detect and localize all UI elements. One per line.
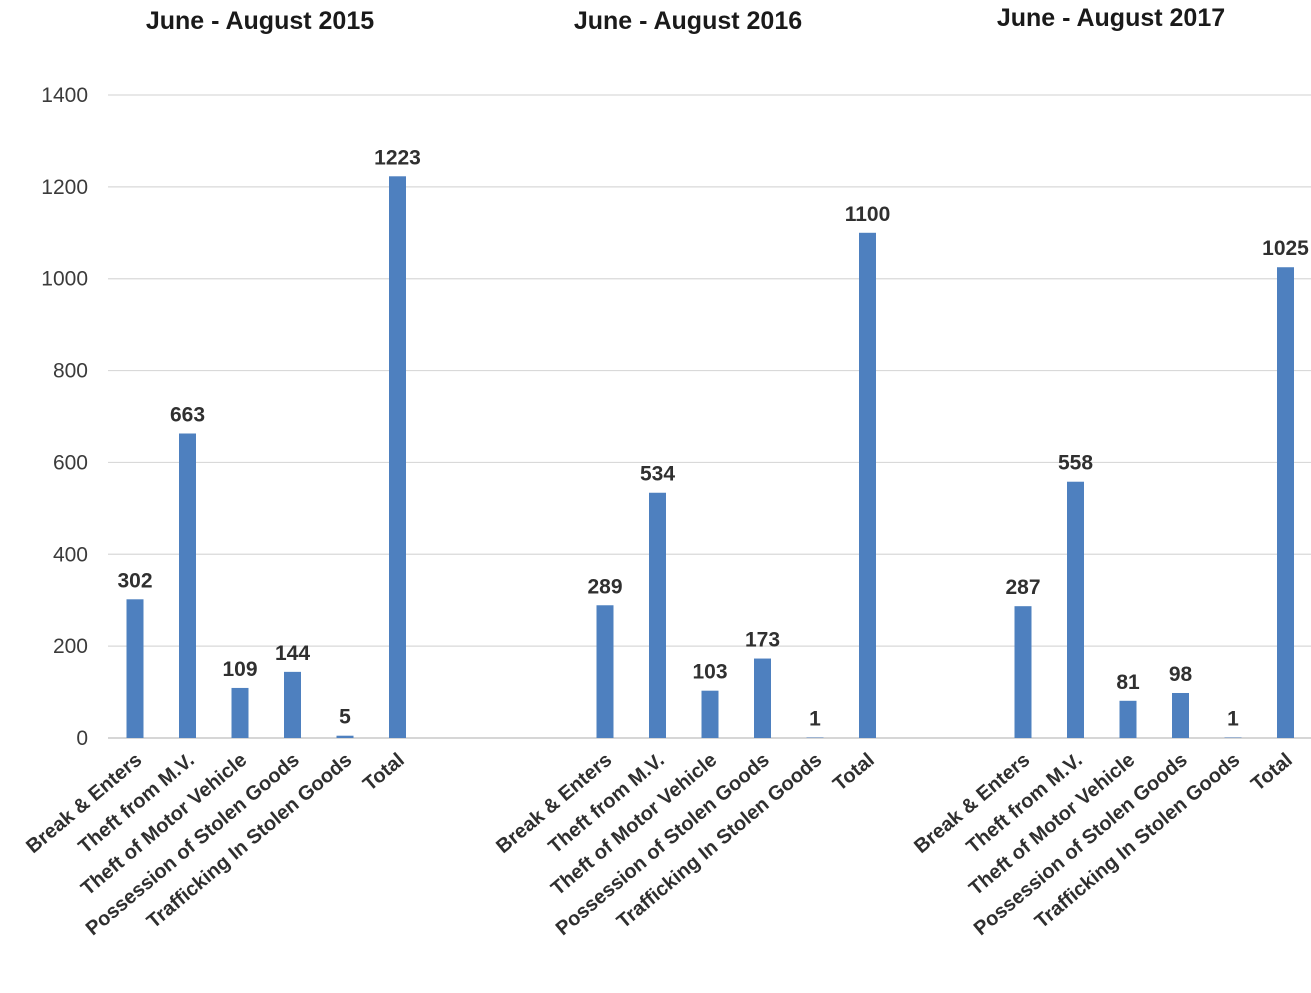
data-label: 1 [809,708,821,731]
bar [649,492,666,738]
gridlines [108,94,1311,739]
bar [336,735,354,738]
data-label: 1025 [1262,237,1309,260]
data-label: 109 [222,658,257,681]
bar [1172,692,1189,738]
bar [754,658,771,738]
bar [1119,700,1137,738]
y-tick-label: 800 [53,360,88,383]
bar [859,232,876,739]
category-label: Total [1247,749,1297,796]
bar [596,605,614,738]
bar [284,671,301,738]
data-label: 103 [692,661,727,684]
bar [701,690,719,738]
y-tick-label: 600 [53,451,88,474]
bar [126,599,144,738]
group-titles: June - August 2015 June - August 2016 June… [146,4,1225,35]
data-label: 663 [170,403,205,426]
y-tick-label: 1200 [41,176,88,199]
bar [1277,267,1294,738]
data-label: 287 [1005,576,1040,599]
y-tick-label: 400 [53,543,88,566]
data-label: 302 [117,569,152,592]
bar [1067,481,1084,738]
bars [126,176,1294,739]
data-label: 1100 [845,203,891,226]
data-labels: 302 663 109 144 5 1223 289 534 103 173 1 1100 287 558… [117,146,1309,730]
data-label: 5 [339,706,351,729]
data-label: 534 [640,463,675,486]
data-label: 1223 [374,146,421,169]
bar [1014,606,1032,738]
data-label: 144 [275,642,310,665]
group-title: June - August 2015 [146,7,374,35]
y-tick-label: 0 [76,727,88,750]
category-label: Total [359,749,409,796]
y-tick-label: 1000 [41,268,88,291]
group-title: June - August 2016 [574,7,802,35]
y-axis-tick-labels: 0 200 400 600 800 1000 1200 1400 [41,84,88,750]
bar [231,687,249,738]
y-tick-label: 1400 [41,84,88,107]
category-label: Total [829,749,879,796]
data-label: 81 [1116,671,1140,694]
data-label: 558 [1058,452,1093,475]
data-label: 1 [1227,708,1239,731]
data-label: 289 [587,575,622,598]
data-label: 173 [745,629,780,652]
group-title: June - August 2017 [997,4,1225,32]
data-label: 98 [1169,663,1193,686]
bar [389,176,406,738]
bar [179,433,196,738]
y-tick-label: 200 [53,635,88,658]
